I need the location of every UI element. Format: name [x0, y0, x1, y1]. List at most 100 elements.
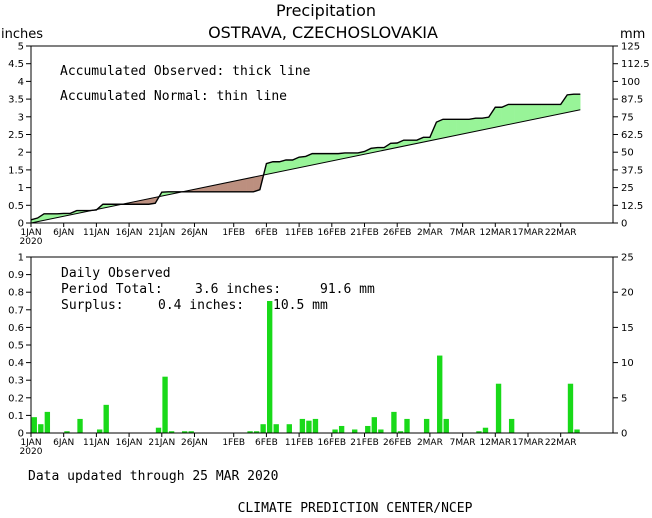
surplus-area-segment — [311, 153, 319, 166]
daily-x-tick-label: 21JAN — [148, 438, 175, 448]
accumulated-left-tick-label: 2.5 — [8, 130, 24, 141]
daily-bar — [378, 429, 384, 433]
daily-bar — [77, 418, 83, 433]
daily-left-tick-label: 0.2 — [8, 393, 24, 404]
accumulated-x-tick-label: 11JAN — [83, 228, 110, 238]
chart-subtitle: OSTRAVA, CZECHOSLOVAKIA — [208, 23, 438, 42]
accumulated-x-tick-label: 16JAN — [116, 228, 143, 238]
accumulated-left-tick-label: 4 — [18, 77, 24, 88]
daily-right-tick-label: 15 — [621, 323, 634, 334]
accumulated-x-tick-label: 26FEB — [383, 228, 412, 238]
accumulated-left-tick-label: 0.5 — [8, 201, 24, 212]
daily-bar — [437, 355, 443, 433]
surplus-area-segment — [468, 117, 476, 133]
daily-left-tick-label: 0.6 — [8, 323, 24, 334]
period-total-mm: 91.6 mm — [320, 282, 375, 297]
surplus-area-segment — [298, 156, 306, 168]
surplus-area-segment — [488, 106, 496, 129]
surplus-area-segment — [501, 104, 509, 127]
deficit-area-segment — [240, 178, 248, 193]
daily-x-tick-label: 1JAN — [20, 438, 41, 448]
daily-bar — [286, 424, 292, 433]
daily-bar — [365, 425, 371, 433]
period-total-inches: 3.6 inches: — [195, 282, 281, 297]
daily-bar — [567, 383, 574, 433]
accumulated-left-tick-label: 1.5 — [8, 165, 24, 176]
daily-x-tick-label: 11FEB — [285, 438, 314, 448]
legend-normal: Accumulated Normal: thin line — [60, 89, 287, 104]
daily-bar — [38, 424, 44, 433]
surplus-area-segment — [272, 161, 280, 174]
daily-left-tick-label: 0 — [18, 429, 24, 440]
daily-x-ticks: 1JAN 6JAN 11JAN 16JAN 21JAN 26JAN 1FEB 6FEB 11FE… — [20, 433, 577, 457]
daily-bar — [155, 427, 162, 433]
period-total-label: Period Total: — [61, 282, 163, 297]
accumulated-x-tick-label: 2MAR — [417, 228, 443, 238]
accumulated-line-group — [30, 93, 581, 224]
daily-bar — [312, 418, 319, 433]
accumulated-x-tick-label: 6FEB — [255, 228, 278, 238]
daily-bar — [397, 431, 404, 433]
daily-left-tick-label: 0.1 — [8, 411, 24, 422]
accumulated-panel: 00.511.522.533.544.55012.52537.55062.575… — [8, 42, 650, 248]
daily-bar — [181, 431, 188, 433]
accumulated-x-tick-label: 11FEB — [285, 228, 314, 238]
daily-bar — [508, 418, 515, 433]
daily-left-tick-label: 0.3 — [8, 376, 24, 387]
daily-bar — [495, 383, 502, 433]
accumulated-left-tick-label: 3 — [18, 112, 24, 123]
accumulated-left-tick-label: 2 — [18, 148, 24, 159]
daily-x-tick-label: 6FEB — [255, 438, 278, 448]
daily-bar — [188, 431, 194, 433]
legend-observed: Accumulated Observed: thick line — [60, 64, 311, 79]
daily-left-tick-label: 1 — [18, 253, 24, 264]
surplus-area-segment — [547, 104, 555, 117]
accumulated-right-tick-label: 75 — [621, 112, 634, 123]
daily-bar — [332, 429, 338, 433]
daily-x-tick-label: 26FEB — [383, 438, 412, 448]
daily-bar — [260, 424, 266, 433]
daily-left-tick-label: 0.5 — [8, 341, 24, 352]
daily-bar — [168, 431, 175, 433]
daily-bar — [482, 427, 489, 433]
surplus-area-segment — [560, 94, 568, 115]
surplus-area-segment — [495, 107, 503, 128]
accumulated-x-tick-label: 12MAR — [479, 228, 511, 238]
daily-bar — [299, 418, 306, 433]
accumulated-x-tick-label: 22MAR — [545, 228, 577, 238]
chart-title: Precipitation — [276, 1, 376, 20]
accumulated-left-tick-label: 4.5 — [8, 59, 24, 70]
daily-bar — [338, 425, 345, 433]
daily-bar — [443, 418, 449, 433]
accumulated-x-tick-label: 26JAN — [181, 228, 208, 238]
accumulated-right-tick-label: 50 — [621, 148, 634, 159]
surplus-area-segment — [462, 119, 470, 135]
surplus-area-segment — [527, 104, 535, 121]
accumulated-normal-line — [30, 109, 581, 224]
surplus-inches: 0.4 inches: — [158, 298, 244, 313]
daily-right-tick-label: 20 — [621, 288, 634, 299]
daily-bar — [423, 418, 430, 433]
daily-left-tick-label: 0.7 — [8, 305, 24, 316]
daily-year-label: 2020 — [20, 447, 43, 457]
daily-bar — [44, 411, 51, 433]
daily-x-tick-label: 16FEB — [318, 438, 347, 448]
daily-bar — [247, 431, 253, 433]
accumulated-right-tick-label: 37.5 — [621, 165, 643, 176]
accumulated-year-label: 2020 — [20, 237, 43, 247]
deficit-area-segment — [246, 176, 254, 193]
accumulated-left-tick-label: 5 — [18, 42, 24, 53]
accumulated-x-tick-label: 16FEB — [318, 228, 347, 238]
accumulated-right-tick-label: 0 — [621, 219, 627, 230]
daily-left-tick-label: 0.8 — [8, 288, 24, 299]
daily-bar — [476, 431, 482, 433]
daily-bar — [574, 429, 580, 433]
surplus-area-segment — [482, 116, 489, 131]
accumulated-right-tick-label: 125 — [621, 42, 640, 53]
surplus-label: Surplus: — [61, 298, 124, 313]
accumulated-x-tick-label: 1JAN — [20, 228, 41, 238]
daily-x-tick-label: 1FEB — [222, 438, 245, 448]
top-right-unit: mm — [620, 27, 645, 42]
daily-right-tick-label: 0 — [621, 429, 627, 440]
